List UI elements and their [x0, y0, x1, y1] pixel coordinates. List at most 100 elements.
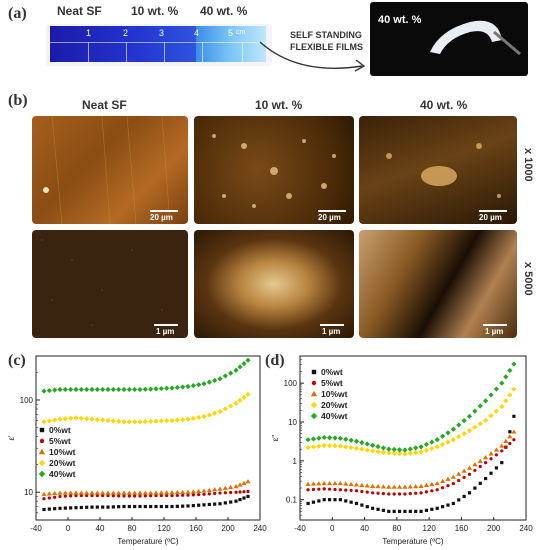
data-point — [73, 490, 79, 495]
data-point — [392, 509, 396, 513]
data-point — [52, 490, 58, 496]
data-point — [127, 494, 131, 498]
data-point — [148, 418, 154, 424]
data-point — [238, 490, 242, 494]
data-point — [41, 491, 47, 496]
x-tick-label: 200 — [221, 524, 235, 533]
data-point — [85, 505, 89, 509]
data-point — [408, 492, 412, 496]
data-point — [456, 422, 462, 428]
series-20%wt — [41, 391, 251, 425]
data-point — [365, 490, 369, 494]
data-point — [333, 498, 337, 502]
film-photo-label: 40 wt. % — [378, 14, 422, 26]
data-point — [508, 430, 512, 434]
data-point — [57, 490, 63, 495]
panel-b-label: (b) — [8, 92, 28, 109]
data-point — [360, 489, 364, 494]
chart-c-dielectric-constant: -40 0 40 80 120 160 200 240 10 100 Temperature (ºC… — [7, 355, 267, 546]
data-point — [158, 490, 164, 495]
data-point — [483, 417, 489, 423]
data-point — [217, 486, 223, 491]
data-point — [229, 500, 233, 504]
data-point — [507, 367, 513, 374]
data-point — [137, 386, 143, 393]
data-point — [419, 491, 423, 495]
data-point — [122, 494, 126, 498]
film-seg-divider — [88, 42, 89, 62]
data-point — [348, 444, 354, 451]
data-point — [110, 386, 116, 393]
data-point — [365, 505, 369, 509]
data-point — [387, 492, 391, 496]
data-point — [137, 419, 143, 425]
data-point — [434, 444, 440, 450]
data-point — [73, 386, 79, 393]
data-point — [430, 489, 434, 493]
data-point — [206, 412, 212, 418]
data-point — [201, 414, 207, 420]
data-point — [213, 502, 217, 506]
legend-label: 0%wt — [321, 367, 343, 377]
data-point — [222, 485, 228, 490]
data-point — [477, 458, 483, 463]
data-point — [42, 507, 46, 512]
data-point — [217, 408, 223, 415]
data-point — [164, 418, 170, 424]
data-point — [185, 489, 191, 494]
data-point — [333, 487, 337, 492]
data-point — [133, 504, 137, 509]
film-strip: 1 2 3 4 5 cm — [46, 24, 272, 66]
data-point — [321, 434, 327, 441]
data-point — [170, 504, 174, 509]
data-point — [337, 435, 343, 441]
data-point — [375, 444, 381, 450]
data-point — [348, 437, 354, 443]
data-point — [174, 489, 180, 495]
data-point — [370, 442, 376, 448]
data-point — [90, 505, 94, 509]
data-point — [337, 480, 343, 486]
data-point — [68, 415, 74, 421]
data-point — [488, 451, 494, 456]
segment-number: 1 — [86, 28, 92, 38]
y-axis-label: ε'' — [271, 434, 280, 441]
data-point — [46, 491, 52, 496]
data-point — [105, 417, 111, 424]
data-point — [41, 388, 47, 394]
data-point — [197, 492, 201, 497]
data-point — [196, 382, 202, 388]
data-point — [462, 494, 466, 498]
plot-frame — [299, 355, 527, 521]
data-point — [190, 383, 196, 389]
x-tick-label: 0 — [330, 524, 335, 533]
data-point — [353, 482, 360, 487]
data-point — [364, 441, 370, 447]
data-point — [122, 504, 126, 509]
data-point — [153, 490, 159, 495]
data-point — [456, 434, 462, 440]
data-point — [457, 498, 461, 502]
data-point — [418, 449, 424, 455]
data-point — [47, 496, 51, 500]
data-point — [223, 491, 227, 495]
data-point — [78, 386, 84, 393]
series-10%wt — [41, 479, 251, 496]
data-point — [483, 398, 489, 404]
data-point — [488, 392, 494, 398]
data-point — [322, 498, 326, 502]
data-point — [380, 445, 387, 451]
data-point — [241, 394, 247, 400]
x-tick-label: 240 — [519, 524, 533, 533]
data-point — [322, 487, 326, 491]
data-point — [62, 386, 68, 393]
data-point — [154, 493, 158, 498]
data-point — [434, 480, 440, 486]
data-point — [451, 481, 455, 486]
data-point — [359, 482, 365, 488]
data-point — [507, 434, 513, 439]
y-tick-label: 100 — [20, 396, 34, 405]
panel-c-label: (c) — [8, 352, 26, 369]
scale-bar-label: 20 µm — [479, 213, 502, 222]
data-point — [242, 490, 246, 494]
